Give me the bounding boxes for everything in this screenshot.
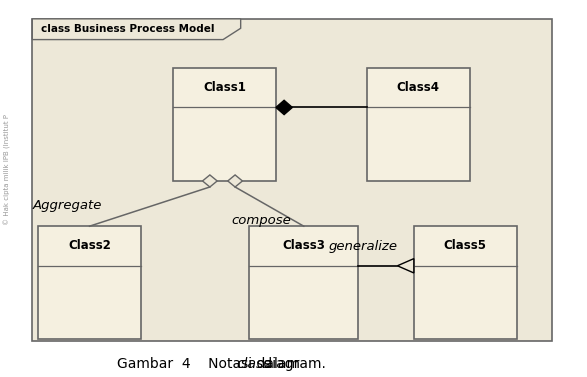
- Polygon shape: [203, 175, 217, 187]
- Polygon shape: [276, 100, 292, 115]
- Text: generalize: generalize: [329, 241, 398, 253]
- FancyBboxPatch shape: [38, 226, 141, 339]
- Text: Class1: Class1: [203, 81, 246, 94]
- FancyBboxPatch shape: [173, 68, 276, 181]
- Polygon shape: [32, 19, 241, 40]
- Text: Class5: Class5: [444, 239, 487, 253]
- FancyBboxPatch shape: [414, 226, 517, 339]
- FancyBboxPatch shape: [32, 19, 552, 341]
- Text: Class3: Class3: [282, 239, 325, 253]
- Text: © Hak cipta milik IPB (Institut P: © Hak cipta milik IPB (Institut P: [4, 114, 11, 225]
- Text: compose: compose: [232, 214, 292, 227]
- FancyBboxPatch shape: [249, 226, 358, 339]
- FancyBboxPatch shape: [367, 68, 470, 181]
- Text: class: class: [237, 357, 271, 371]
- Text: diagram.: diagram.: [259, 357, 326, 371]
- Polygon shape: [228, 175, 242, 187]
- Text: Class2: Class2: [68, 239, 111, 253]
- Text: Aggregate: Aggregate: [32, 199, 102, 212]
- Text: Gambar  4    Notasi dalam: Gambar 4 Notasi dalam: [117, 357, 305, 371]
- Text: class Business Process Model: class Business Process Model: [41, 24, 215, 34]
- Polygon shape: [397, 259, 414, 273]
- Text: Class4: Class4: [397, 81, 440, 94]
